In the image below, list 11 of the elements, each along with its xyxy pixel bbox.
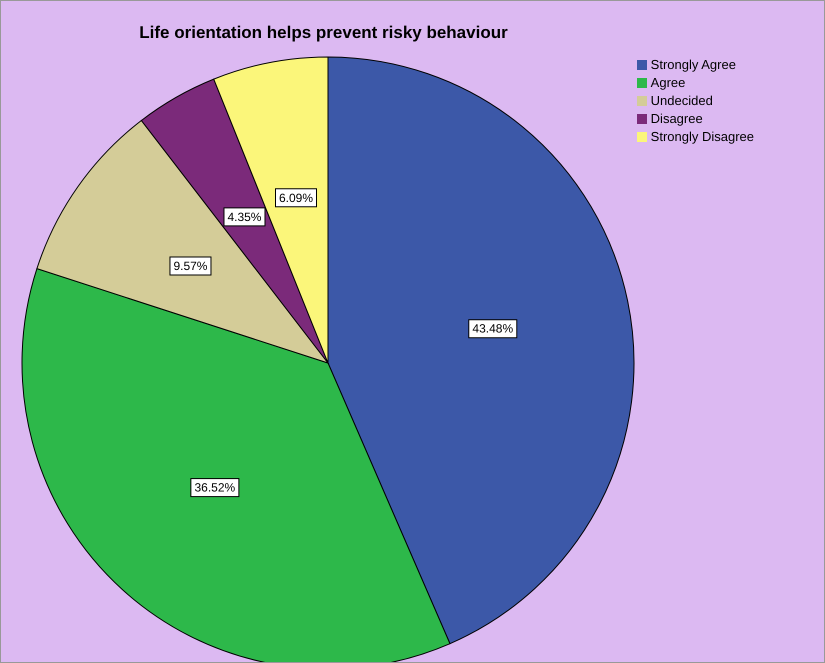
legend-label: Undecided [650,93,713,108]
legend-label: Strongly Agree [650,57,736,72]
data-label: 6.09% [278,190,314,205]
legend-label: Disagree [650,111,703,126]
legend-label: Agree [650,75,686,90]
data-label: 43.48% [472,322,514,336]
data-label: 9.57% [173,258,208,273]
data-label: 4.35% [227,210,262,224]
legend-label: Strongly Disagree [650,129,754,144]
chart-title: Life orientation helps prevent risky behaviour [138,23,509,43]
data-label: 36.52% [194,480,236,495]
